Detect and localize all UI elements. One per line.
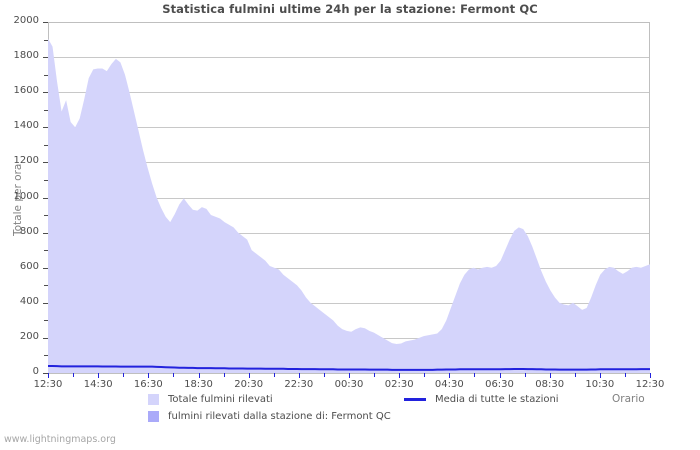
legend-item[interactable]: Media di tutte le stazioni [404,394,559,405]
x-axis-tick-label: 00:30 [334,379,364,390]
x-axis-tick-label: 18:30 [184,379,213,390]
y-axis-tick-label: 1600 [13,85,39,97]
legend-item[interactable]: fulmini rilevati dalla stazione di: Ferm… [148,411,391,422]
legend-item-label: fulmini rilevati dalla stazione di: Ferm… [168,411,391,422]
x-axis-tick-label: 04:30 [434,379,464,390]
y-axis-tick-label: 1000 [13,190,39,202]
legend-line-marker [404,398,426,401]
y-axis-tick-label: 400 [19,295,39,307]
x-axis-tick-label: 08:30 [535,379,565,390]
legend-item[interactable]: Totale fulmini rilevati [148,394,273,405]
series-area-total [48,38,650,374]
legend-item-label: Media di tutte le stazioni [435,394,559,405]
x-axis-tick-label: 20:30 [234,379,264,390]
y-axis-tick-label: 0 [32,366,39,377]
x-axis-tick-label: 02:30 [384,379,414,390]
x-axis-tick-label: 10:30 [585,379,615,390]
legend-item-label: Totale fulmini rilevati [168,394,273,405]
y-axis-tick-label: 800 [19,225,39,237]
y-axis-tick-label: 1800 [13,50,39,62]
x-axis-tick-label: 12:30 [33,379,63,390]
y-axis-tick-label: 2000 [13,15,39,26]
x-axis-tick-label: 12:30 [635,379,665,390]
y-axis-tick-label: 200 [19,330,39,342]
x-axis-tick-label: 22:30 [284,379,314,390]
y-axis-tick-label: 600 [19,260,39,272]
y-axis-tick-label: 1400 [13,120,39,132]
x-axis-tick-label: 06:30 [485,379,514,390]
x-axis-tick-label: 16:30 [133,379,163,390]
series-line-mean [48,364,650,371]
legend-color-swatch [148,411,159,422]
footer-site-label: www.lightningmaps.org [4,434,116,445]
chart-title: Statistica fulmini ultime 24h per la sta… [162,2,538,16]
y-axis-tick-label: 1200 [13,155,39,167]
legend-color-swatch [148,394,159,405]
x-axis-tick-label: 14:30 [83,379,113,390]
x-axis-title: Orario [612,393,645,405]
